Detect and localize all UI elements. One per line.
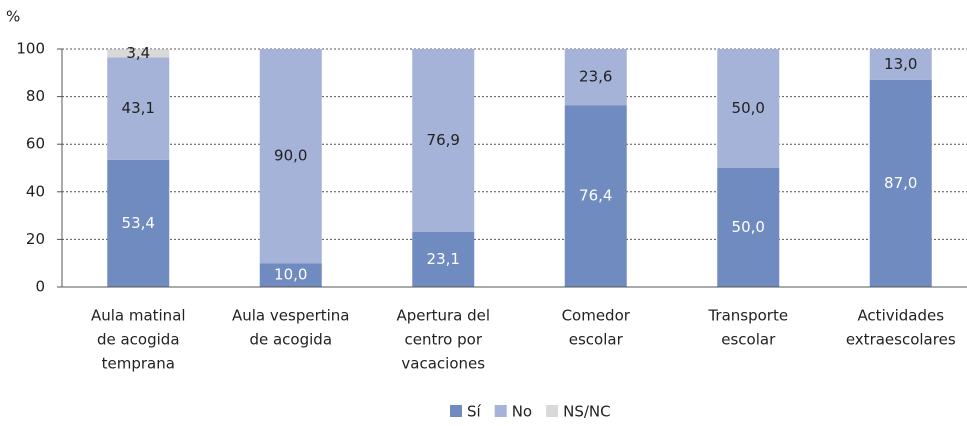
x-tick-label: de acogida	[249, 331, 332, 349]
x-tick-label: Aula vespertina	[232, 307, 349, 325]
bar-segment	[717, 168, 780, 287]
bar-segment	[107, 49, 170, 58]
y-tick-label: 60	[26, 135, 45, 153]
x-tick-label: escolar	[569, 331, 624, 349]
x-tick-label: vacaciones	[401, 355, 485, 373]
x-tick-label: Actividades	[857, 307, 944, 325]
data-label: 90,0	[274, 147, 307, 165]
x-tick-label: extraescolares	[846, 331, 956, 349]
x-tick-label: Apertura del	[396, 307, 490, 325]
bar-segment	[564, 49, 627, 106]
bar-segment	[869, 79, 932, 287]
bar-segment	[412, 232, 475, 287]
data-label: 43,1	[122, 99, 155, 117]
data-label: 23,1	[427, 250, 460, 268]
data-label: 50,0	[732, 99, 765, 117]
data-label: 3,4	[126, 44, 150, 62]
data-label: 87,0	[884, 174, 917, 192]
legend-swatch	[450, 405, 462, 417]
legend-label: NS/NC	[563, 403, 611, 421]
data-label: 76,9	[427, 131, 460, 149]
data-label: 76,4	[579, 187, 612, 205]
bar-segment	[717, 49, 780, 168]
x-tick-label: Comedor	[562, 307, 631, 325]
legend-swatch	[546, 405, 559, 417]
x-tick-label: Transporte	[707, 307, 788, 325]
y-tick-label: 80	[26, 87, 45, 105]
y-axis-label: %	[6, 8, 20, 26]
legend-label: No	[512, 403, 532, 421]
bar-segment	[259, 49, 322, 264]
x-tick-label: de acogida	[97, 331, 180, 349]
data-label: 53,4	[122, 214, 155, 232]
bar-segment	[412, 49, 475, 233]
bar-segment	[107, 159, 170, 287]
bar-segment	[107, 57, 170, 160]
legend-label: Sí	[467, 403, 482, 421]
y-tick-label: 20	[26, 230, 45, 248]
data-label: 50,0	[732, 218, 765, 236]
bar-segment	[869, 49, 932, 80]
data-label: 13,0	[884, 55, 917, 73]
bar-segment	[259, 263, 322, 287]
bar-segment	[564, 105, 627, 287]
y-tick-label: 40	[26, 182, 45, 200]
x-tick-label: escolar	[721, 331, 776, 349]
y-tick-label: 100	[16, 40, 45, 58]
x-tick-label: Aula matinal	[91, 307, 186, 325]
legend-swatch	[494, 405, 507, 417]
data-label: 10,0	[274, 266, 307, 284]
x-tick-label: centro por	[404, 331, 482, 349]
data-label: 23,6	[579, 68, 612, 86]
x-tick-label: temprana	[102, 355, 175, 373]
y-tick-label: 0	[35, 278, 45, 296]
